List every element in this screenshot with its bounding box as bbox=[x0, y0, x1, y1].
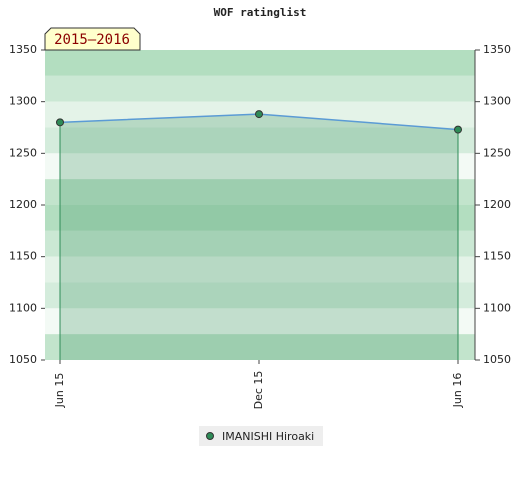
y2-tick-label: 1200 bbox=[483, 198, 511, 211]
legend-label: IMANISHI Hiroaki bbox=[222, 430, 314, 443]
chart-title: WOF ratinglist bbox=[214, 6, 307, 19]
plot-band bbox=[45, 334, 475, 360]
plot-band bbox=[45, 230, 475, 257]
point bbox=[255, 110, 263, 119]
y-tick-label: 1200 bbox=[9, 198, 37, 211]
plot-band bbox=[45, 50, 475, 76]
y2-tick-label: 1250 bbox=[483, 146, 511, 159]
point bbox=[454, 125, 462, 134]
x-tick-label: Jun 16 bbox=[451, 373, 464, 409]
plot-band bbox=[45, 153, 475, 180]
y2-tick-label: 1100 bbox=[483, 301, 511, 314]
label-box bbox=[44, 27, 141, 51]
y-tick-label: 1250 bbox=[9, 146, 37, 159]
plot-band bbox=[45, 308, 475, 335]
plot-band bbox=[45, 205, 475, 231]
plot-band bbox=[45, 179, 475, 205]
legend-marker bbox=[206, 432, 214, 440]
y-tick-label: 1350 bbox=[9, 43, 37, 56]
y2-tick-label: 1050 bbox=[483, 353, 511, 366]
plot-band bbox=[45, 127, 475, 154]
y-tick-label: 1050 bbox=[9, 353, 37, 366]
plot-band bbox=[45, 282, 475, 309]
y2-tick-label: 1300 bbox=[483, 95, 511, 108]
point bbox=[56, 118, 64, 127]
y-tick-label: 1100 bbox=[9, 301, 37, 314]
x-tick-label: Jun 15 bbox=[53, 373, 66, 409]
y2-tick-label: 1350 bbox=[483, 43, 511, 56]
y-tick-label: 1300 bbox=[9, 95, 37, 108]
y2-tick-label: 1150 bbox=[483, 250, 511, 263]
legend: IMANISHI Hiroaki bbox=[199, 426, 323, 446]
x-tick-label: Dec 15 bbox=[252, 371, 265, 410]
legend-box bbox=[199, 426, 323, 446]
plot-band bbox=[45, 256, 475, 283]
plot-band bbox=[45, 75, 475, 102]
area bbox=[60, 114, 458, 360]
period-label: 2015–2016 bbox=[54, 32, 130, 48]
y-tick-label: 1150 bbox=[9, 250, 37, 263]
